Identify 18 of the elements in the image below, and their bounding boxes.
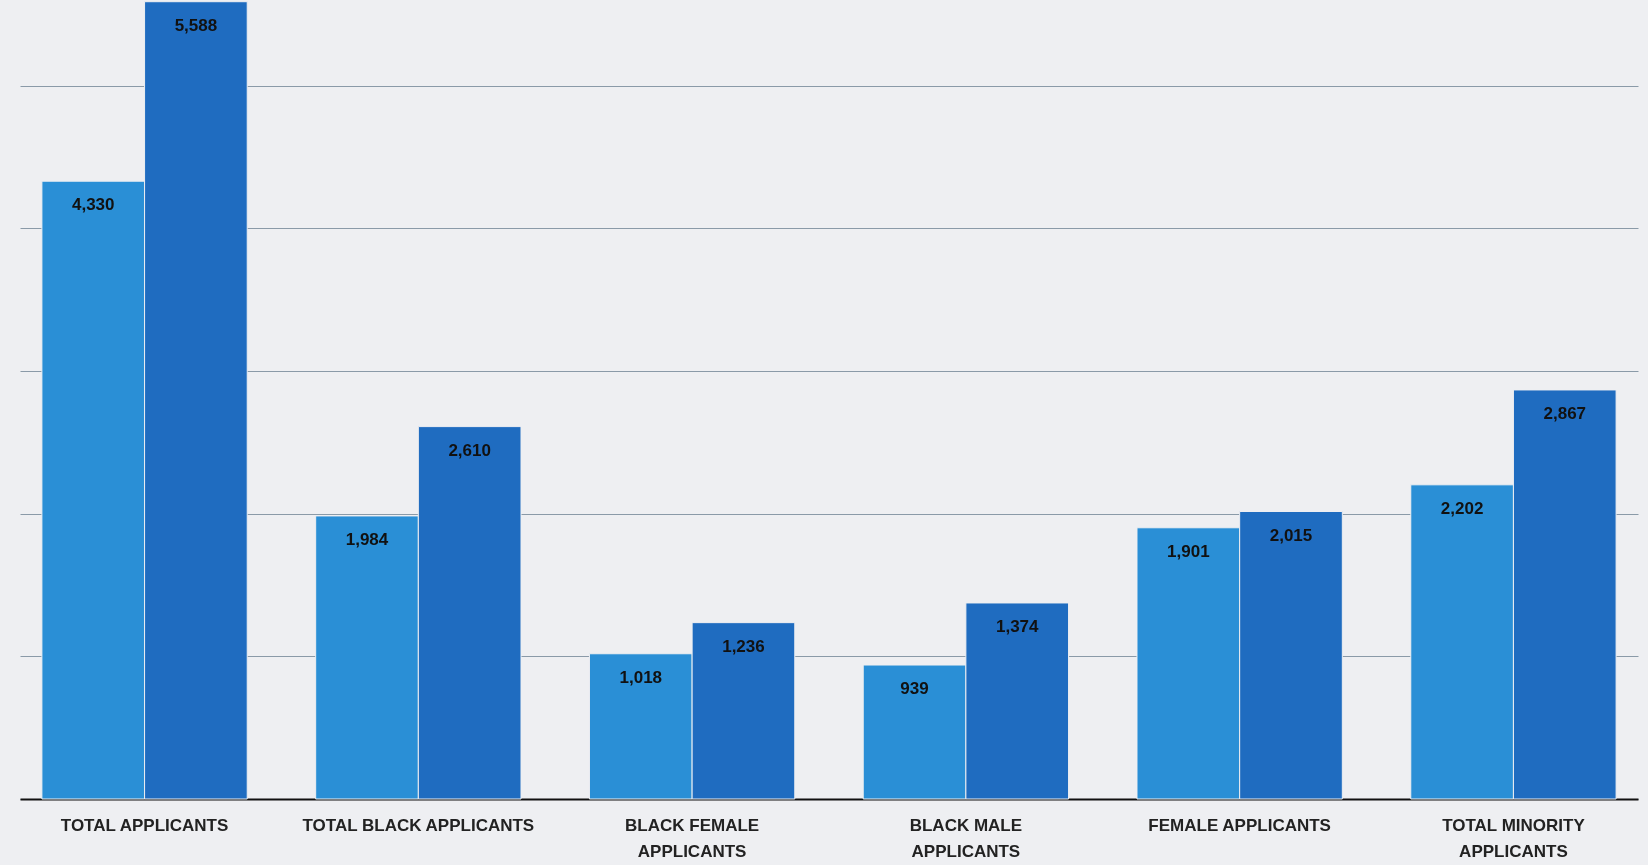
data-label: 939 [900, 679, 929, 699]
x-tick-label: TOTAL BLACK APPLICANTS [302, 815, 535, 835]
data-label: 2,015 [1269, 525, 1313, 545]
data-label: 1,374 [995, 616, 1040, 636]
x-tick-label: BLACK FEMALE APPLICANTS [625, 815, 760, 861]
data-label: 4,330 [71, 195, 115, 215]
x-tick-label: BLACK MALE APPLICANTS [909, 815, 1023, 861]
data-label: 1,901 [1167, 541, 1210, 561]
x-tick-label: TOTAL APPLICANTS [60, 815, 229, 835]
data-label: 2,867 [1543, 403, 1587, 423]
data-label: 2,202 [1440, 498, 1484, 518]
data-label: 2,610 [448, 440, 491, 460]
data-label: 1,984 [345, 529, 389, 549]
data-label: 5,588 [174, 15, 218, 35]
x-tick-label: TOTAL MINORITY APPLICANTS [1442, 815, 1586, 861]
data-label: 1,018 [619, 667, 663, 687]
x-tick-label: FEMALE APPLICANTS [1148, 815, 1331, 835]
data-label: 1,236 [722, 636, 765, 656]
